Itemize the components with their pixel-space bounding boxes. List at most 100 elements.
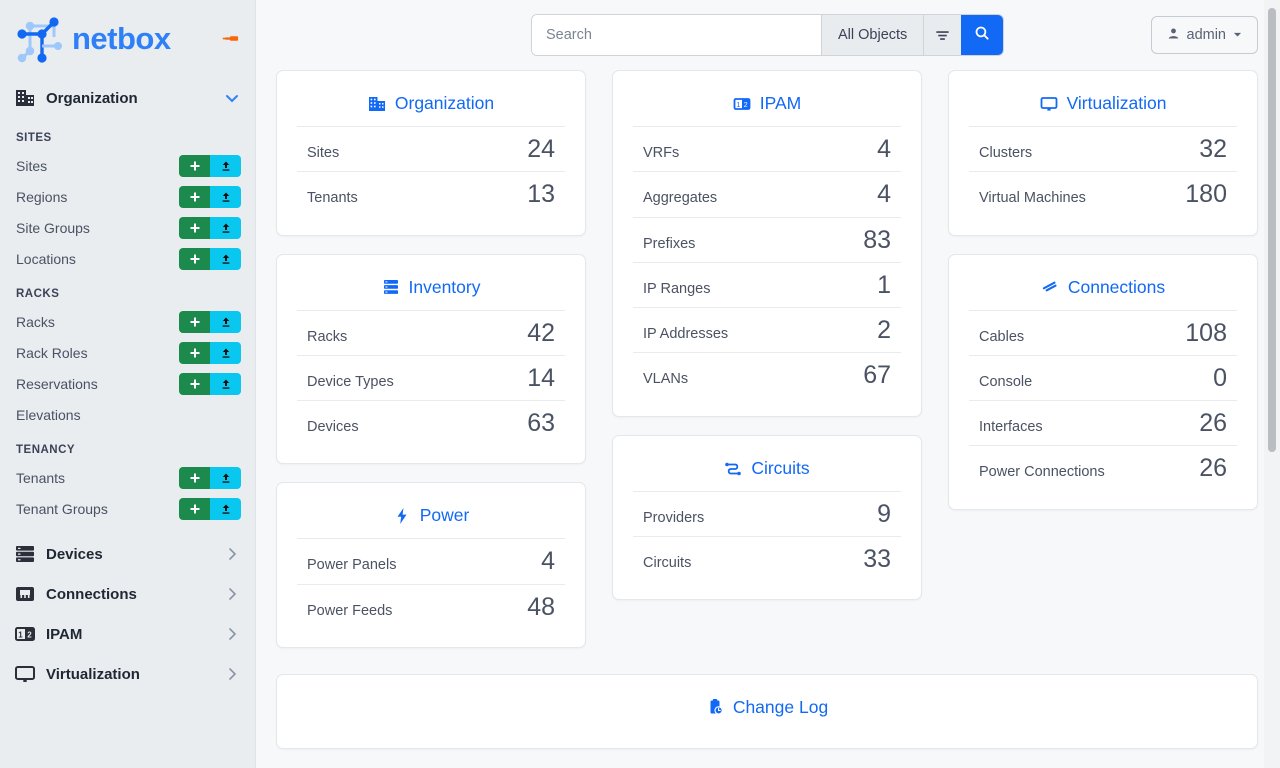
sidebar-item-actions bbox=[179, 154, 241, 177]
import-reservations-button[interactable] bbox=[210, 372, 241, 395]
chevron-down-icon bbox=[225, 91, 239, 105]
add-sites-button[interactable] bbox=[179, 154, 210, 177]
sidebar-group-virtualization[interactable]: Virtualization bbox=[0, 654, 255, 694]
user-menu-button[interactable]: admin bbox=[1150, 16, 1258, 54]
pin-icon[interactable] bbox=[221, 30, 239, 48]
sidebar-group-label: Virtualization bbox=[46, 665, 140, 683]
card-title-ipam[interactable]: 1 2 IPAM bbox=[633, 85, 901, 126]
card-title-power[interactable]: Power bbox=[297, 497, 565, 538]
building-icon bbox=[14, 87, 36, 109]
stat-row-power-feeds[interactable]: Power Feeds 48 bbox=[297, 583, 565, 629]
stat-row-power-panels[interactable]: Power Panels 4 bbox=[297, 538, 565, 583]
sidebar-item-site-groups[interactable]: Site Groups bbox=[0, 212, 255, 243]
search-input[interactable] bbox=[532, 15, 821, 55]
sidebar-item-locations[interactable]: Locations bbox=[0, 243, 255, 274]
sidebar-group-ipam[interactable]: 1 2 IPAM bbox=[0, 614, 255, 654]
sidebar-item-label: Racks bbox=[16, 313, 55, 330]
stat-label: Power Panels bbox=[307, 557, 397, 574]
sidebar-item-rack-roles[interactable]: Rack Roles bbox=[0, 337, 255, 368]
search-scope-label: All Objects bbox=[838, 27, 908, 43]
stat-label: Power Connections bbox=[979, 464, 1105, 481]
chevron-right-icon bbox=[225, 547, 239, 561]
stat-row-sites[interactable]: Sites 24 bbox=[297, 126, 565, 171]
stat-label: Power Feeds bbox=[307, 602, 393, 619]
stat-label: Cables bbox=[979, 328, 1025, 345]
stat-value: 14 bbox=[527, 363, 555, 392]
sidebar-group-connections[interactable]: Connections bbox=[0, 574, 255, 614]
sidebar-item-label: Elevations bbox=[16, 406, 81, 423]
sidebar-item-actions bbox=[179, 310, 241, 333]
card-title-virtualization[interactable]: Virtualization bbox=[969, 85, 1237, 126]
sidebar-item-sites[interactable]: Sites bbox=[0, 150, 255, 181]
card-title-label: Connections bbox=[1067, 276, 1166, 297]
svg-text:2: 2 bbox=[27, 631, 32, 640]
stat-value: 83 bbox=[863, 225, 891, 254]
add-rack-roles-button[interactable] bbox=[179, 341, 210, 364]
import-regions-button[interactable] bbox=[210, 185, 241, 208]
sidebar-spacer bbox=[0, 524, 255, 534]
sidebar-item-regions[interactable]: Regions bbox=[0, 181, 255, 212]
import-rack-roles-button[interactable] bbox=[210, 341, 241, 364]
card-title-circuits[interactable]: Circuits bbox=[633, 450, 901, 491]
sidebar-group-organization[interactable]: Organization bbox=[0, 78, 255, 118]
sidebar-item-tenants[interactable]: Tenants bbox=[0, 462, 255, 493]
stat-row-console[interactable]: Console 0 bbox=[969, 354, 1237, 400]
add-racks-button[interactable] bbox=[179, 310, 210, 333]
svg-text:2: 2 bbox=[743, 101, 747, 108]
sidebar-group-devices[interactable]: Devices bbox=[0, 534, 255, 574]
stat-row-circuits[interactable]: Circuits 33 bbox=[633, 535, 901, 581]
add-tenant-groups-button[interactable] bbox=[179, 497, 210, 520]
card-title-changelog[interactable]: Change Log bbox=[297, 689, 1237, 730]
add-tenants-button[interactable] bbox=[179, 466, 210, 489]
sidebar-item-elevations[interactable]: Elevations bbox=[0, 399, 255, 430]
ip-numbers-icon: 1 2 bbox=[14, 623, 36, 645]
card-title-organization[interactable]: Organization bbox=[297, 85, 565, 126]
import-racks-button[interactable] bbox=[210, 310, 241, 333]
sidebar-item-label: Regions bbox=[16, 188, 68, 205]
add-reservations-button[interactable] bbox=[179, 372, 210, 395]
netbox-logo-icon bbox=[14, 13, 70, 65]
card-title-label: IPAM bbox=[759, 93, 802, 113]
sidebar-item-tenant-groups[interactable]: Tenant Groups bbox=[0, 493, 255, 524]
stat-value: 26 bbox=[1199, 409, 1227, 437]
stat-row-clusters[interactable]: Clusters 32 bbox=[969, 126, 1237, 171]
scrollbar-thumb[interactable] bbox=[1268, 8, 1276, 452]
stat-row-prefixes[interactable]: Prefixes 83 bbox=[633, 216, 901, 262]
stat-row-power-connections[interactable]: Power Connections 26 bbox=[969, 445, 1237, 490]
stat-row-interfaces[interactable]: Interfaces 26 bbox=[969, 400, 1237, 445]
stat-row-device-types[interactable]: Device Types 14 bbox=[297, 354, 565, 400]
search-submit-button[interactable] bbox=[961, 15, 1004, 55]
stat-row-virtual-machines[interactable]: Virtual Machines 180 bbox=[969, 171, 1237, 216]
import-locations-button[interactable] bbox=[210, 247, 241, 270]
import-sites-button[interactable] bbox=[210, 154, 241, 177]
stat-row-vlans[interactable]: VLANs 67 bbox=[633, 352, 901, 397]
stat-row-cables[interactable]: Cables 108 bbox=[969, 309, 1237, 355]
sidebar-item-label: Rack Roles bbox=[16, 344, 88, 361]
magnifier-icon bbox=[974, 25, 990, 46]
stat-row-devices[interactable]: Devices 63 bbox=[297, 400, 565, 445]
stat-row-racks[interactable]: Racks 42 bbox=[297, 309, 565, 355]
sidebar-item-reservations[interactable]: Reservations bbox=[0, 368, 255, 399]
stat-row-vrfs[interactable]: VRFs 4 bbox=[633, 126, 901, 171]
chevron-right-icon bbox=[225, 587, 239, 601]
sidebar-item-racks[interactable]: Racks bbox=[0, 306, 255, 337]
stat-row-ip-ranges[interactable]: IP Ranges 1 bbox=[633, 261, 901, 307]
search-scope-dropdown[interactable]: All Objects bbox=[821, 15, 924, 55]
stat-row-aggregates[interactable]: Aggregates 4 bbox=[633, 171, 901, 216]
stat-row-tenants[interactable]: Tenants 13 bbox=[297, 171, 565, 216]
filter-icon[interactable] bbox=[923, 15, 962, 55]
add-regions-button[interactable] bbox=[179, 185, 210, 208]
card-title-inventory[interactable]: Inventory bbox=[297, 269, 565, 310]
stat-row-providers[interactable]: Providers 9 bbox=[633, 490, 901, 536]
stat-value: 26 bbox=[1199, 454, 1227, 483]
add-site-groups-button[interactable] bbox=[179, 216, 210, 239]
card-title-label: Power bbox=[419, 505, 470, 526]
import-site-groups-button[interactable] bbox=[210, 216, 241, 239]
stat-row-ip-addresses[interactable]: IP Addresses 2 bbox=[633, 307, 901, 352]
import-tenants-button[interactable] bbox=[210, 466, 241, 489]
add-locations-button[interactable] bbox=[179, 247, 210, 270]
transit-icon bbox=[724, 459, 742, 477]
brand-header[interactable]: netbox bbox=[0, 0, 255, 78]
import-tenant-groups-button[interactable] bbox=[210, 497, 241, 520]
card-title-connections[interactable]: Connections bbox=[969, 269, 1237, 310]
